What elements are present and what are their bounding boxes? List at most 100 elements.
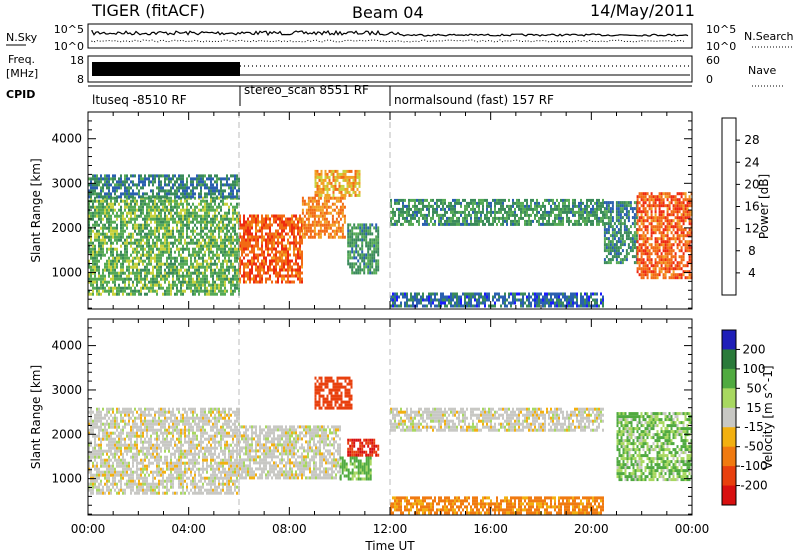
scatter-cell bbox=[172, 217, 174, 221]
scatter-cell bbox=[130, 265, 132, 269]
scatter-cell bbox=[194, 211, 196, 215]
scatter-cell bbox=[114, 277, 116, 281]
scatter-cell bbox=[480, 201, 482, 205]
scatter-cell bbox=[188, 192, 190, 196]
scatter-cell bbox=[184, 289, 186, 293]
scatter-cell bbox=[644, 243, 647, 247]
scatter-cell bbox=[236, 241, 238, 245]
scatter-cell bbox=[400, 207, 402, 211]
scatter-cell bbox=[396, 207, 398, 211]
scatter-cell bbox=[275, 232, 277, 236]
scatter-cell bbox=[530, 198, 532, 202]
scatter-cell bbox=[361, 256, 364, 260]
scatter-cell bbox=[650, 195, 653, 199]
scatter-cell bbox=[277, 271, 279, 275]
scatter-cell bbox=[236, 217, 238, 221]
scatter-cell bbox=[106, 241, 108, 245]
scatter-cell bbox=[140, 292, 142, 296]
scatter-cell bbox=[194, 205, 196, 209]
scatter-cell bbox=[164, 195, 166, 199]
scatter-cell bbox=[494, 198, 496, 202]
scatter-cell bbox=[220, 214, 222, 218]
scatter-cell bbox=[158, 274, 160, 278]
scatter-cell bbox=[309, 223, 312, 227]
scatter-cell bbox=[198, 208, 200, 212]
scatter-cell bbox=[600, 301, 602, 305]
scatter-cell bbox=[132, 256, 134, 260]
scatter-cell bbox=[287, 271, 289, 275]
scatter-cell bbox=[658, 204, 661, 208]
scatter-cell bbox=[365, 238, 368, 242]
scatter-cell bbox=[206, 192, 208, 196]
scatter-cell bbox=[333, 235, 336, 239]
scatter-cell bbox=[218, 220, 220, 224]
scatter-cell bbox=[200, 283, 202, 287]
scatter-cell bbox=[353, 244, 356, 248]
scatter-cell bbox=[208, 247, 210, 251]
scatter-cell bbox=[182, 220, 184, 224]
scatter-cell bbox=[299, 265, 301, 269]
scatter-cell bbox=[206, 226, 208, 230]
scatter-cell bbox=[574, 292, 576, 296]
scatter-cell bbox=[180, 174, 182, 178]
scatter-cell bbox=[500, 198, 502, 202]
scatter-cell bbox=[230, 280, 232, 284]
scatter-cell bbox=[206, 289, 208, 293]
scatter-cell bbox=[572, 295, 574, 299]
scatter-cell bbox=[520, 301, 522, 305]
scatter-cell bbox=[656, 225, 659, 229]
scatter-cell bbox=[506, 204, 508, 208]
scatter-cell bbox=[202, 183, 204, 187]
scatter-cell bbox=[102, 205, 104, 209]
scatter-cell bbox=[168, 211, 170, 215]
scatter-cell bbox=[512, 295, 514, 299]
scatter-cell bbox=[638, 201, 641, 205]
scatter-cell bbox=[353, 253, 356, 257]
scatter-cell bbox=[578, 216, 580, 220]
scatter-cell bbox=[572, 213, 574, 217]
scatter-cell bbox=[164, 247, 166, 251]
scatter-cell bbox=[586, 301, 588, 305]
scatter-cell bbox=[361, 253, 364, 257]
scatter-cell bbox=[588, 204, 590, 208]
scatter-cell bbox=[607, 225, 610, 229]
scatter-cell bbox=[243, 214, 245, 218]
scatter-cell bbox=[654, 216, 657, 220]
scatter-cell bbox=[158, 247, 160, 251]
scatter-cell bbox=[638, 195, 641, 199]
scatter-cell bbox=[359, 247, 362, 251]
scatter-cell bbox=[90, 280, 92, 284]
scatter-cell bbox=[605, 213, 608, 217]
scatter-cell bbox=[484, 198, 486, 202]
scatter-cell bbox=[586, 216, 588, 220]
scatter-cell bbox=[251, 235, 253, 239]
scatter-cell bbox=[212, 271, 214, 275]
scatter-cell bbox=[396, 201, 398, 205]
scatter-cell bbox=[398, 213, 400, 217]
scatter-cell bbox=[584, 204, 586, 208]
scatter-cell bbox=[168, 283, 170, 287]
scatter-cell bbox=[156, 292, 158, 296]
scatter-cell bbox=[617, 240, 620, 244]
scatter-cell bbox=[654, 273, 657, 277]
scatter-cell bbox=[194, 283, 196, 287]
scatter-cell bbox=[214, 262, 216, 266]
scatter-cell bbox=[112, 189, 114, 193]
scatter-cell bbox=[112, 274, 114, 278]
scatter-cell bbox=[236, 189, 238, 193]
scatter-cell bbox=[243, 280, 245, 284]
scatter-cell bbox=[148, 232, 150, 236]
scatter-cell bbox=[186, 286, 188, 290]
scatter-cell bbox=[285, 217, 287, 221]
scatter-cell bbox=[214, 241, 216, 245]
scatter-cell bbox=[206, 211, 208, 215]
scatter-cell bbox=[373, 226, 376, 230]
scatter-cell bbox=[652, 219, 655, 223]
scatter-cell bbox=[373, 271, 376, 275]
scatter-cell bbox=[102, 247, 104, 251]
scatter-cell bbox=[188, 268, 190, 272]
scatter-cell bbox=[556, 198, 558, 202]
scatter-cell bbox=[172, 214, 174, 218]
scatter-cell bbox=[178, 280, 180, 284]
scatter-cell bbox=[120, 208, 122, 212]
